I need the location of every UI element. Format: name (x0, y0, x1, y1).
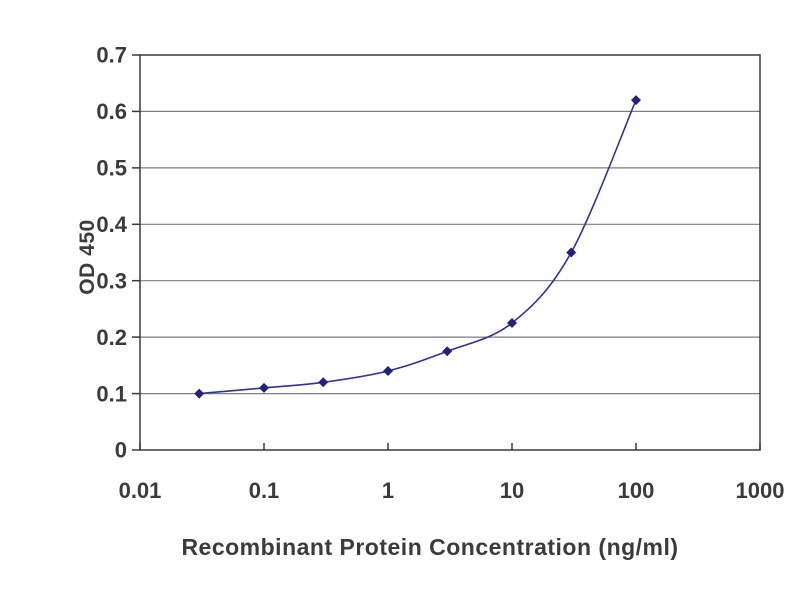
y-tick-label: 0.2 (96, 325, 127, 350)
y-tick-label: 0.6 (96, 99, 127, 124)
y-tick-label: 0.7 (96, 43, 127, 68)
data-line (199, 99, 637, 395)
data-point-marker (566, 247, 577, 258)
y-axis-title: OD 450 (76, 219, 99, 295)
x-axis-title: Recombinant Protein Concentration (ng/ml… (181, 534, 679, 560)
y-tick-label: 0 (115, 438, 127, 463)
data-point-marker (383, 366, 393, 376)
x-tick-label: 1 (382, 478, 394, 503)
y-tick-label: 0.4 (96, 212, 127, 237)
data-point-marker (194, 388, 205, 399)
data-point-marker (507, 318, 517, 328)
x-tick-label: 0.1 (249, 478, 280, 503)
y-tick-label: 0.5 (96, 156, 127, 181)
x-tick-label: 100 (618, 478, 655, 503)
y-tick-label: 0.1 (96, 381, 127, 406)
x-tick-label: 10 (500, 478, 524, 503)
data-point-marker (259, 382, 269, 393)
data-point-marker (318, 377, 329, 388)
x-tick-label: 1000 (736, 478, 785, 503)
data-point-marker (442, 346, 453, 357)
x-tick-label: 0.01 (119, 478, 162, 503)
y-tick-label: 0.3 (96, 268, 127, 293)
plot-frame (139, 54, 761, 451)
data-point-marker (631, 95, 641, 106)
